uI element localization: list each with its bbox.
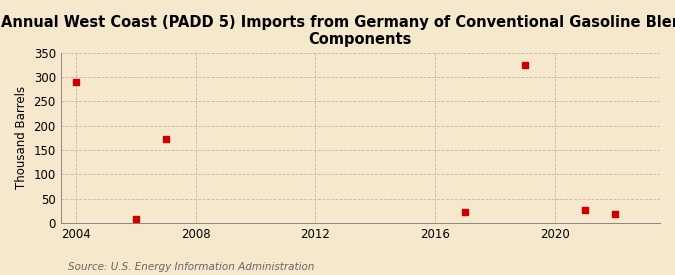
Point [520, 63, 531, 67]
Point [580, 208, 591, 212]
Point [160, 137, 171, 141]
Point [70, 80, 81, 84]
Text: Source: U.S. Energy Information Administration: Source: U.S. Energy Information Administ… [68, 262, 314, 272]
Point [610, 211, 620, 216]
Y-axis label: Thousand Barrels: Thousand Barrels [15, 86, 28, 189]
Point [460, 210, 470, 214]
Title: Annual West Coast (PADD 5) Imports from Germany of Conventional Gasoline Blendin: Annual West Coast (PADD 5) Imports from … [1, 15, 675, 47]
Point [130, 217, 141, 222]
